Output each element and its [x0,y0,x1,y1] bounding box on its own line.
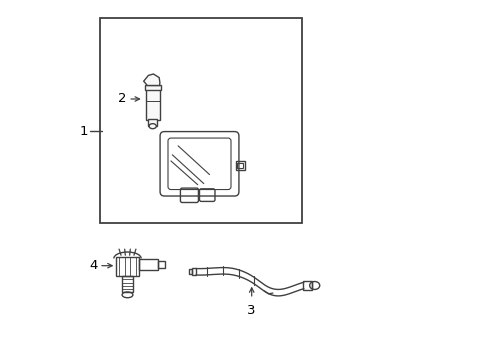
Text: 2: 2 [118,93,126,105]
Bar [158,261,164,268]
Polygon shape [143,74,160,85]
Ellipse shape [149,123,156,129]
Bar [145,85,159,120]
Text: 1: 1 [79,125,88,138]
Bar [188,269,192,274]
Bar [116,257,139,276]
Bar [148,119,157,126]
Bar [139,259,158,270]
Bar [303,281,311,290]
Bar [235,161,244,170]
Bar [237,163,242,168]
Bar [122,276,133,292]
Text: 3: 3 [247,304,255,317]
Bar [144,85,160,90]
Bar [101,18,302,223]
Text: 4: 4 [89,259,98,272]
Bar [191,268,196,275]
